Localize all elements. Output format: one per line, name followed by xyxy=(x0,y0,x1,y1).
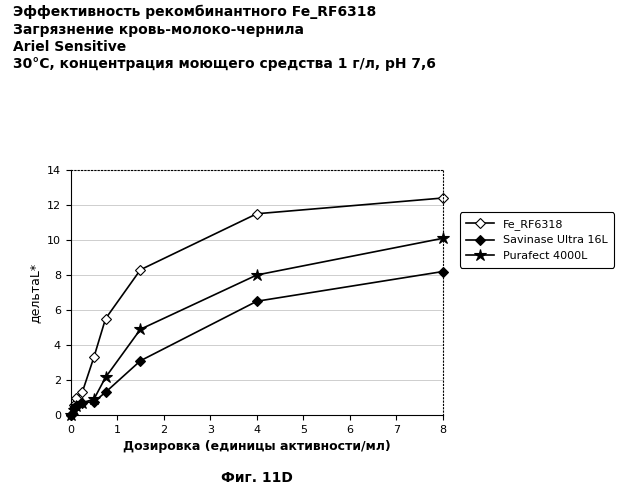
Fe_RF6318 xyxy=(90,354,98,360)
Purafect 4000L xyxy=(253,272,261,278)
Purafect 4000L xyxy=(439,236,447,242)
Savinase Ultra 16L xyxy=(78,400,86,406)
Text: Фиг. 11D: Фиг. 11D xyxy=(221,471,293,485)
X-axis label: Дозировка (единицы активности/мл): Дозировка (единицы активности/мл) xyxy=(123,440,391,454)
Savinase Ultra 16L xyxy=(73,403,80,409)
Fe_RF6318 xyxy=(67,412,74,418)
Savinase Ultra 16L xyxy=(90,399,98,405)
Text: Эффективность рекомбинантного Fe_RF6318
Загрязнение кровь-молоко-чернила
Ariel S: Эффективность рекомбинантного Fe_RF6318 … xyxy=(13,5,436,71)
Savinase Ultra 16L xyxy=(70,405,78,411)
Y-axis label: дельтаL*: дельтаL* xyxy=(28,262,41,322)
Purafect 4000L xyxy=(90,396,98,402)
Purafect 4000L xyxy=(78,400,86,406)
Savinase Ultra 16L xyxy=(67,412,74,418)
Fe_RF6318 xyxy=(73,394,80,400)
Legend: Fe_RF6318, Savinase Ultra 16L, Purafect 4000L: Fe_RF6318, Savinase Ultra 16L, Purafect … xyxy=(460,212,614,268)
Fe_RF6318 xyxy=(439,195,447,201)
Purafect 4000L xyxy=(70,407,78,413)
Fe_RF6318 xyxy=(78,389,86,395)
Fe_RF6318 xyxy=(101,316,109,322)
Savinase Ultra 16L xyxy=(137,358,144,364)
Line: Fe_RF6318: Fe_RF6318 xyxy=(67,194,446,418)
Line: Purafect 4000L: Purafect 4000L xyxy=(64,232,449,421)
Fe_RF6318 xyxy=(137,267,144,273)
Purafect 4000L xyxy=(67,412,74,418)
Fe_RF6318 xyxy=(70,402,78,407)
Savinase Ultra 16L xyxy=(253,298,261,304)
Line: Savinase Ultra 16L: Savinase Ultra 16L xyxy=(67,268,446,418)
Savinase Ultra 16L xyxy=(439,268,447,274)
Purafect 4000L xyxy=(101,374,109,380)
Purafect 4000L xyxy=(73,403,80,409)
Purafect 4000L xyxy=(137,326,144,332)
Savinase Ultra 16L xyxy=(101,389,109,395)
Fe_RF6318 xyxy=(253,211,261,217)
